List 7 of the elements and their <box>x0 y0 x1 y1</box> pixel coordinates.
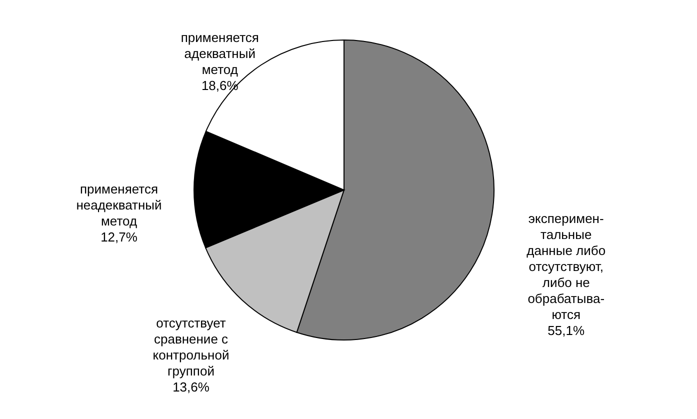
data-label: 12,7% <box>100 229 138 244</box>
slice-label: применяется адекватный метод <box>180 30 259 78</box>
slice-label: отсутствует сравнение с контрольной группой <box>152 315 230 378</box>
slice-label: эксперимен- тальные данные либо отсутствуют, либо не обрабатыва- ются <box>526 211 606 322</box>
data-label: 13,6% <box>172 379 210 394</box>
data-label: 55,1% <box>548 323 585 338</box>
slice-label: применяется неадекватный метод <box>76 181 162 228</box>
